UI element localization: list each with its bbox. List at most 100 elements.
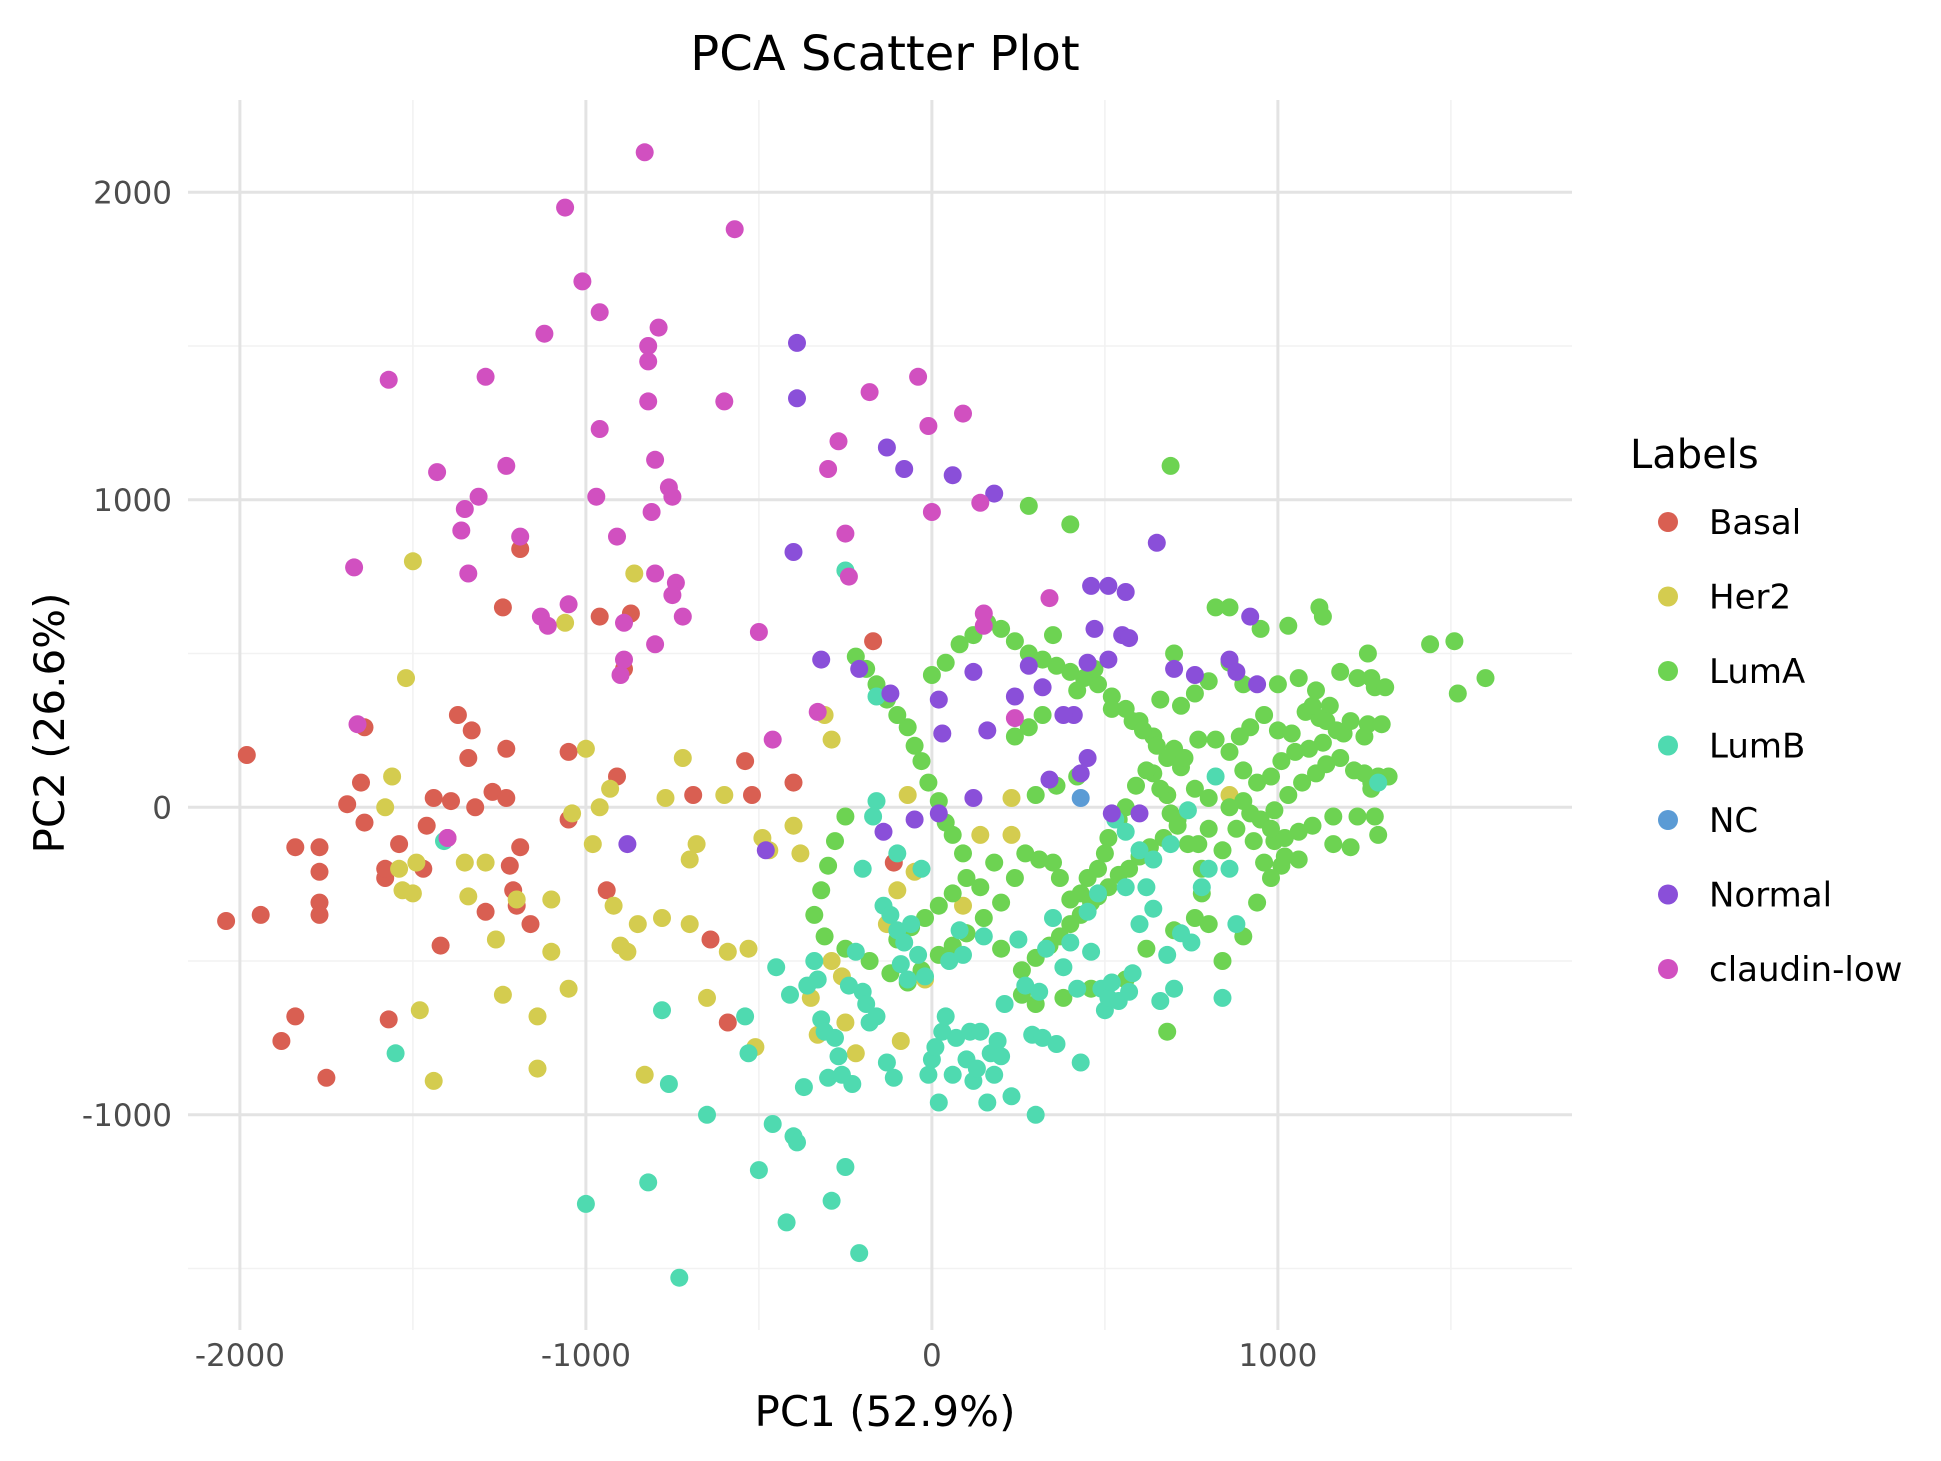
data-point <box>407 853 426 872</box>
data-point <box>954 896 972 915</box>
y-tick-label: 2000 <box>93 175 172 211</box>
data-point <box>355 813 374 832</box>
data-point <box>1206 730 1225 749</box>
data-point <box>1078 749 1097 767</box>
data-point <box>1030 982 1049 1001</box>
data-point <box>1061 515 1080 534</box>
data-point <box>1047 1035 1066 1053</box>
data-point <box>286 1007 305 1026</box>
data-point <box>808 702 827 721</box>
data-point <box>749 623 768 641</box>
data-point <box>559 595 578 614</box>
data-point <box>867 687 886 706</box>
data-point <box>673 749 692 767</box>
data-point <box>1137 761 1156 780</box>
data-point <box>898 786 917 804</box>
data-point <box>455 853 474 872</box>
data-point <box>1279 616 1298 635</box>
chart-title: PCA Scatter Plot <box>690 26 1079 82</box>
data-point <box>971 878 990 897</box>
data-point <box>784 543 803 561</box>
data-point <box>943 1065 962 1084</box>
data-point <box>452 521 471 540</box>
y-axis-title: PC2 (26.6%) <box>25 593 74 854</box>
data-point <box>819 856 838 875</box>
data-point <box>929 896 948 915</box>
series-lumb <box>386 561 1388 1287</box>
data-point <box>625 564 644 583</box>
data-point <box>974 616 993 635</box>
data-point <box>715 786 734 804</box>
data-point <box>1286 742 1305 761</box>
series-normal <box>618 333 1267 860</box>
data-point <box>784 816 803 835</box>
data-point <box>497 739 516 758</box>
data-point <box>649 318 668 337</box>
data-point <box>1009 930 1028 949</box>
data-point <box>1116 583 1135 601</box>
data-point <box>1144 850 1163 869</box>
data-point <box>1120 982 1139 1001</box>
data-point <box>217 912 236 930</box>
data-point <box>642 503 661 521</box>
data-point <box>455 500 474 518</box>
data-point <box>971 825 990 844</box>
data-point <box>1192 878 1211 897</box>
data-point <box>954 844 972 863</box>
data-point <box>1012 961 1031 980</box>
data-point <box>462 721 481 740</box>
data-point <box>1005 687 1024 706</box>
data-point <box>857 995 876 1013</box>
data-point <box>1165 644 1184 663</box>
x-tick-label: -1000 <box>541 1338 631 1374</box>
data-point <box>493 598 512 617</box>
data-point <box>1279 786 1298 804</box>
data-point <box>985 484 1004 503</box>
data-point <box>1303 816 1322 835</box>
data-point <box>815 927 834 946</box>
data-point <box>781 985 799 1004</box>
data-point <box>877 1053 896 1072</box>
data-point <box>1050 869 1069 887</box>
legend-label: Basal <box>1709 503 1801 543</box>
data-point <box>1030 850 1049 869</box>
data-point <box>912 859 931 878</box>
data-point <box>1054 958 1073 977</box>
data-point <box>919 773 938 792</box>
data-point <box>1275 829 1294 847</box>
data-point <box>1178 835 1197 854</box>
data-point <box>877 438 896 457</box>
data-point <box>1061 915 1080 934</box>
x-tick-label: -2000 <box>195 1338 285 1374</box>
data-point <box>1369 825 1388 844</box>
data-point <box>767 958 786 977</box>
data-point <box>466 798 485 817</box>
data-point <box>1241 607 1260 626</box>
data-point <box>317 1068 336 1087</box>
data-point <box>1120 629 1139 648</box>
data-point <box>1178 801 1197 820</box>
data-point <box>1199 859 1218 878</box>
data-point <box>940 952 959 970</box>
data-point <box>992 893 1011 912</box>
data-point <box>1189 730 1208 749</box>
y-tick-label: 0 <box>152 790 172 826</box>
data-point <box>1151 992 1170 1010</box>
data-point <box>1206 767 1225 786</box>
data-point <box>985 853 1004 872</box>
data-point <box>1151 779 1170 798</box>
data-point <box>1168 816 1187 835</box>
data-point <box>1251 619 1270 638</box>
data-point <box>528 1059 547 1078</box>
data-point <box>376 859 395 878</box>
data-point <box>954 404 972 423</box>
data-point <box>1033 1028 1052 1047</box>
data-point <box>1158 945 1177 964</box>
data-point <box>1078 653 1097 672</box>
data-point <box>1147 736 1166 755</box>
data-point <box>919 417 938 435</box>
data-point <box>1220 859 1239 878</box>
data-point <box>1054 988 1073 1007</box>
data-point <box>684 786 703 804</box>
legend-marker <box>1658 884 1678 905</box>
